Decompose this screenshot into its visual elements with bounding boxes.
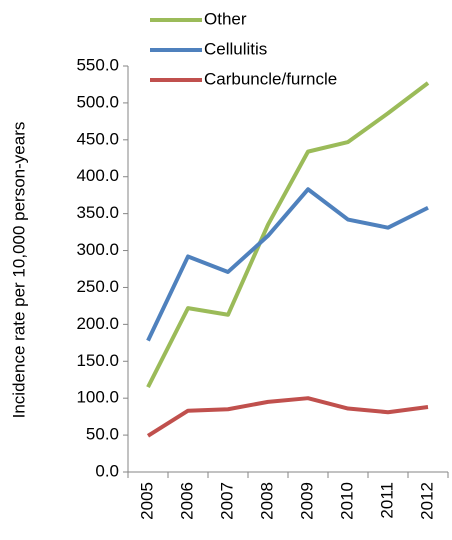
legend-label: Carbuncle/furncle — [204, 69, 337, 88]
legend-label: Other — [204, 9, 247, 28]
x-tick-label: 2006 — [177, 482, 196, 520]
series-line — [146, 187, 429, 342]
y-tick-label: 550.0 — [76, 55, 119, 74]
y-tick-label: 250.0 — [76, 277, 119, 296]
x-tick-label: 2009 — [297, 482, 316, 520]
x-tick-label: 2005 — [137, 482, 156, 520]
y-tick-label: 400.0 — [76, 166, 119, 185]
x-tick-label: 2007 — [217, 482, 236, 520]
y-tick-label: 100.0 — [76, 388, 119, 407]
y-tick-label: 500.0 — [76, 92, 119, 111]
y-tick-label: 350.0 — [76, 203, 119, 222]
x-tick-label: 2008 — [257, 482, 276, 520]
series-line — [146, 396, 429, 438]
y-tick-label: 0.0 — [95, 461, 119, 480]
y-tick-label: 50.0 — [86, 425, 119, 444]
x-tick-label: 2011 — [377, 482, 396, 519]
y-tick-label: 450.0 — [76, 129, 119, 148]
x-tick-label: 2010 — [337, 482, 356, 520]
series-line — [146, 81, 430, 389]
legend-label: Cellulitis — [204, 39, 267, 58]
y-tick-label: 300.0 — [76, 240, 119, 259]
y-axis-title: Incidence rate per 10,000 person-years — [9, 122, 28, 419]
y-tick-label: 200.0 — [76, 314, 119, 333]
y-tick-label: 150.0 — [76, 351, 119, 370]
x-tick-label: 2012 — [417, 482, 436, 520]
